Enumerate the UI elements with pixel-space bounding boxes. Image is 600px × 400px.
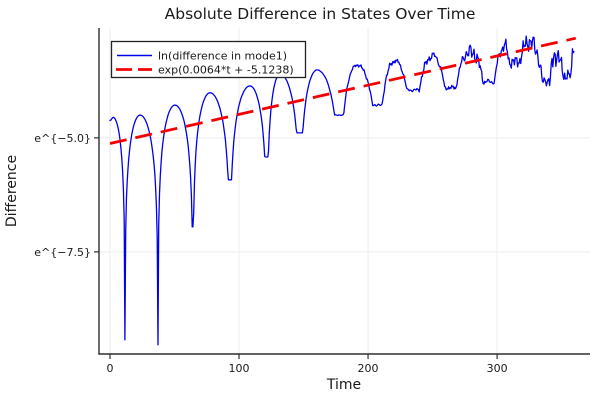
series-layer: [109, 35, 577, 346]
series-line-ln-difference: [109, 35, 575, 346]
y-tick-label: e^{−7.5}: [34, 246, 91, 259]
y-axis-label: Difference: [4, 155, 20, 227]
x-axis-label: Time: [326, 377, 361, 393]
legend: ln(difference in mode1) exp(0.0064*t + -…: [110, 40, 307, 79]
legend-label-fit: exp(0.0064*t + -5.1238): [158, 64, 294, 77]
legend-box: [110, 40, 307, 79]
x-tick-label: 0: [106, 362, 113, 375]
chart-title: Absolute Difference in States Over Time: [165, 5, 476, 23]
axes-layer: 0 100 200 300 e^{−5.0} e^{−7.5}: [34, 28, 590, 375]
fit-line-exponential: [109, 36, 577, 145]
axis-spines: [98, 28, 590, 355]
x-tick-label: 300: [487, 362, 508, 375]
x-tick-label: 200: [358, 362, 379, 375]
legend-label-series: ln(difference in mode1): [158, 50, 287, 63]
y-tick-label: e^{−5.0}: [34, 132, 91, 145]
x-tick-label: 100: [229, 362, 250, 375]
